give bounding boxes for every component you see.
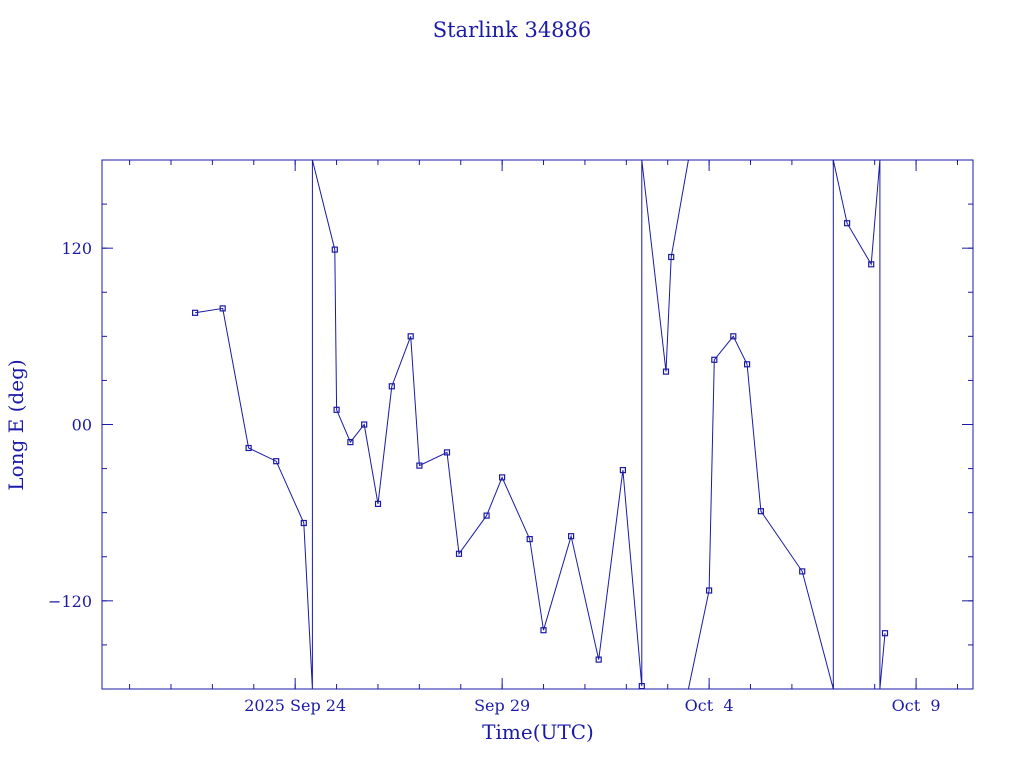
data-series <box>192 159 889 690</box>
data-point <box>219 305 226 312</box>
data-point <box>374 500 382 507</box>
data-point <box>668 253 675 261</box>
data-point <box>595 656 602 663</box>
plot-frame <box>101 159 974 690</box>
y-axis: 120 00 −120 <box>48 203 973 646</box>
data-point <box>662 368 670 375</box>
data-point <box>388 383 395 390</box>
y-tick-label: 120 <box>61 239 92 258</box>
data-point <box>347 439 354 446</box>
data-point <box>300 519 307 527</box>
data-point <box>705 587 713 594</box>
chart-title: Starlink 34886 <box>433 18 592 42</box>
data-point <box>499 474 506 481</box>
y-axis-label: Long E (deg) <box>4 359 28 490</box>
data-point <box>730 333 737 340</box>
x-axis: 2025 Sep 24 Sep 29 Oct 4 Oct 9 <box>129 160 958 715</box>
data-point <box>443 449 451 456</box>
data-point <box>483 512 490 519</box>
data-point <box>416 462 423 469</box>
data-point <box>743 361 751 368</box>
x-tick-label: Oct 4 <box>685 696 734 715</box>
data-point <box>192 309 199 316</box>
x-tick-label: 2025 Sep 24 <box>244 696 346 715</box>
data-point <box>245 444 252 452</box>
data-point <box>333 406 340 413</box>
series-line <box>687 159 886 690</box>
data-point <box>881 630 889 637</box>
data-point <box>407 333 414 340</box>
data-point <box>331 246 338 253</box>
data-point <box>638 682 645 690</box>
x-tick-label: Sep 29 <box>474 696 530 715</box>
x-tick-label: Oct 9 <box>892 696 941 715</box>
y-tick-label: 00 <box>72 416 92 435</box>
data-point <box>868 261 875 268</box>
data-point <box>567 533 575 540</box>
y-tick-label: −120 <box>48 592 92 611</box>
series-line <box>195 159 689 690</box>
data-point <box>757 508 765 515</box>
data-point <box>526 535 533 543</box>
data-point <box>619 467 627 474</box>
data-point <box>843 220 851 227</box>
data-point <box>711 356 718 363</box>
data-point <box>273 458 280 465</box>
x-axis-label: Time(UTC) <box>482 720 594 744</box>
data-point <box>799 568 806 575</box>
data-point <box>361 421 368 428</box>
data-point <box>455 550 463 557</box>
data-point <box>540 627 547 634</box>
